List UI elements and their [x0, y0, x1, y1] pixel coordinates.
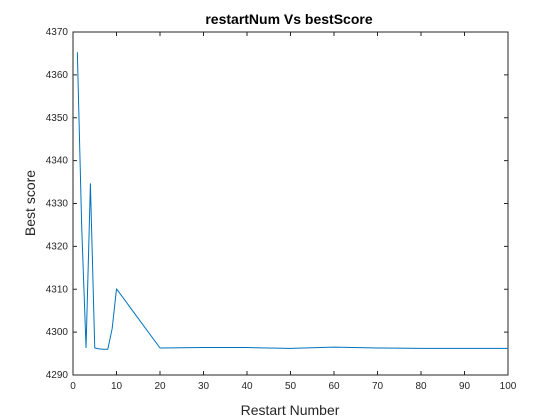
y-axis-label: Best score [22, 170, 38, 236]
y-tick-label: 4300 [46, 327, 69, 338]
y-tick-label: 4360 [46, 70, 69, 81]
y-tick-label: 4370 [46, 27, 69, 38]
x-tick-label: 70 [372, 381, 384, 392]
x-tick-label: 60 [328, 381, 340, 392]
x-tick-label: 50 [285, 381, 297, 392]
x-axis-label: Restart Number [241, 402, 340, 418]
x-tick-label: 20 [154, 381, 166, 392]
y-axis-ticks: 4290 4300 4310 4320 4330 4340 4350 4360 4370 [46, 27, 508, 381]
plot-frame [72, 31, 509, 376]
chart-title: restartNum Vs bestScore [205, 11, 373, 27]
x-tick-label: 40 [241, 381, 253, 392]
y-tick-label: 4290 [46, 370, 69, 381]
x-tick-label: 80 [415, 381, 427, 392]
y-tick-label: 4330 [46, 199, 69, 210]
x-tick-label: 10 [111, 381, 123, 392]
plot-area [72, 31, 509, 376]
y-tick-label: 4310 [46, 284, 69, 295]
y-tick-label: 4340 [46, 156, 69, 167]
series-layer [76, 52, 509, 350]
y-tick-label: 4350 [46, 113, 69, 124]
series-line [76, 52, 509, 350]
x-tick-label: 100 [500, 381, 517, 392]
x-axis-ticks: 0 10 20 30 40 50 60 70 80 90 100 [70, 32, 517, 392]
x-tick-label: 0 [70, 381, 76, 392]
y-tick-label: 4320 [46, 241, 69, 252]
x-tick-label: 30 [198, 381, 210, 392]
x-tick-label: 90 [459, 381, 471, 392]
